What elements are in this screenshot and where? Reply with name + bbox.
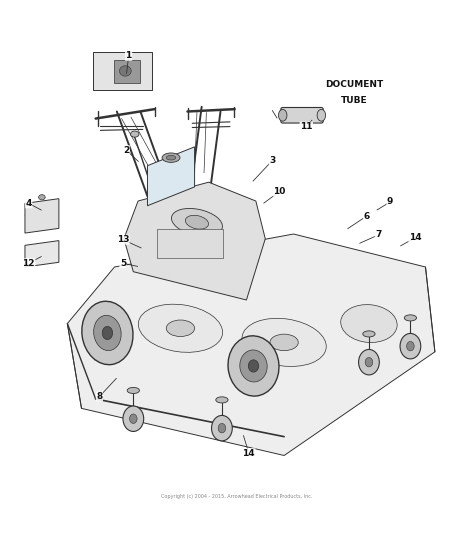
Text: 13: 13 <box>117 235 129 244</box>
Text: 8: 8 <box>96 392 102 401</box>
Text: 1: 1 <box>126 51 132 60</box>
Text: 6: 6 <box>364 211 370 221</box>
Ellipse shape <box>242 318 326 366</box>
Text: 14: 14 <box>243 449 255 458</box>
Ellipse shape <box>138 304 223 352</box>
Ellipse shape <box>248 360 259 372</box>
Ellipse shape <box>216 397 228 403</box>
Ellipse shape <box>365 357 373 367</box>
Text: 7: 7 <box>375 231 382 239</box>
Bar <box>115 60 140 83</box>
Ellipse shape <box>166 320 195 336</box>
Polygon shape <box>147 147 195 206</box>
Ellipse shape <box>123 406 144 431</box>
Ellipse shape <box>317 109 326 121</box>
Ellipse shape <box>270 334 298 351</box>
Ellipse shape <box>94 316 121 351</box>
Text: Copyright (c) 2004 - 2015, Arrowhead Electrical Products, Inc.: Copyright (c) 2004 - 2015, Arrowhead Ele… <box>161 494 313 499</box>
Text: 3: 3 <box>269 156 275 165</box>
Ellipse shape <box>166 155 176 160</box>
Ellipse shape <box>119 66 131 76</box>
Ellipse shape <box>211 415 232 441</box>
Ellipse shape <box>218 423 226 433</box>
Polygon shape <box>25 241 59 267</box>
Text: 9: 9 <box>387 198 393 207</box>
Ellipse shape <box>400 333 421 359</box>
Ellipse shape <box>129 414 137 423</box>
Text: 5: 5 <box>120 259 126 268</box>
Text: 14: 14 <box>409 233 421 242</box>
Bar <box>157 229 223 257</box>
Text: 4: 4 <box>26 199 32 208</box>
Ellipse shape <box>407 341 414 351</box>
Text: 12: 12 <box>22 259 35 268</box>
Ellipse shape <box>38 195 45 200</box>
Ellipse shape <box>404 315 417 321</box>
Ellipse shape <box>130 131 139 137</box>
Text: 2: 2 <box>123 146 129 155</box>
Ellipse shape <box>172 208 222 236</box>
Ellipse shape <box>240 350 267 382</box>
Bar <box>93 52 152 90</box>
Polygon shape <box>67 234 435 456</box>
Ellipse shape <box>363 331 375 337</box>
Text: 11: 11 <box>300 122 312 131</box>
Text: DOCUMENT: DOCUMENT <box>325 80 383 89</box>
Ellipse shape <box>228 336 279 396</box>
Text: 10: 10 <box>273 187 286 196</box>
Polygon shape <box>25 199 59 233</box>
Ellipse shape <box>358 349 379 375</box>
Text: TUBE: TUBE <box>340 97 367 105</box>
Ellipse shape <box>127 387 139 394</box>
Polygon shape <box>124 182 265 300</box>
Ellipse shape <box>341 304 397 342</box>
Ellipse shape <box>102 326 113 340</box>
FancyBboxPatch shape <box>281 107 323 123</box>
Ellipse shape <box>185 215 209 229</box>
Ellipse shape <box>162 153 180 162</box>
Ellipse shape <box>278 109 287 121</box>
Ellipse shape <box>82 301 133 365</box>
